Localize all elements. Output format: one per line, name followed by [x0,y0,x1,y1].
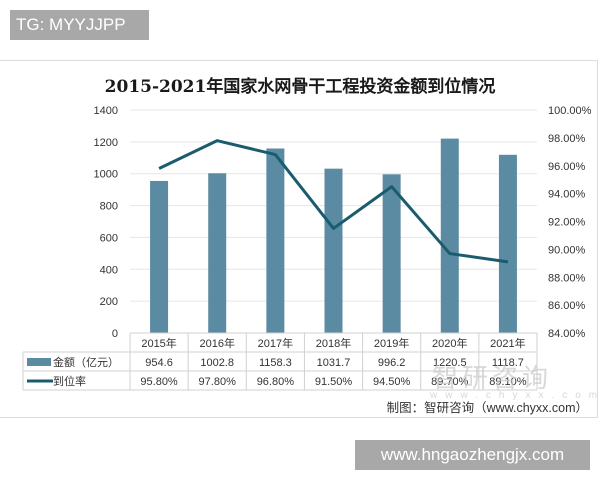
table-cell-rate: 94.50% [373,376,411,388]
y-tick-right: 88.00% [548,272,586,284]
x-tick: 2018年 [316,336,351,350]
table-cell-rate: 96.80% [257,376,295,388]
table-cell-rate: 91.50% [315,376,353,388]
tag-label: TG: MYYJJPP [10,10,149,40]
table-cell-amount: 1031.7 [317,357,351,369]
watermark-bottom: www.hngaozhengjx.com [355,440,590,470]
y-tick-right: 84.00% [548,328,586,340]
y-tick-right: 96.00% [548,161,586,173]
watermark-logo: 智研咨询 [432,363,553,393]
x-tick: 2016年 [199,336,234,350]
bar [382,174,401,333]
table-cell-rate: 89.10% [489,376,527,388]
table-cell-amount: 1002.8 [200,357,234,369]
table-cell-rate: 89.70% [431,376,469,388]
chart-container [0,60,598,418]
y-tick-right: 100.00% [548,105,592,117]
x-tick: 2021年 [490,336,525,350]
table-cell-amount: 996.2 [378,357,406,369]
y-tick-left: 1000 [94,169,118,181]
table-cell-amount: 1118.7 [492,357,524,369]
y-tick-right: 86.00% [548,300,586,312]
table-cell-amount: 954.6 [145,357,173,369]
legend-amount-label: 金额（亿元） [53,355,119,369]
x-tick: 2015年 [141,336,176,350]
y-tick-left: 600 [100,232,118,244]
y-tick-left: 400 [100,264,118,276]
y-tick-left: 800 [100,201,118,213]
table-cell-rate: 97.80% [199,376,237,388]
bar [324,168,343,333]
y-tick-right: 94.00% [548,189,586,201]
table-cell-amount: 1158.3 [259,357,292,369]
y-tick-right: 98.00% [548,133,586,145]
y-tick-right: 90.00% [548,244,586,256]
legend-rate-label: 到位率 [53,374,86,388]
bar [440,138,459,333]
rate-line [158,139,509,264]
legend-bar-key [27,358,51,366]
y-tick-left: 0 [112,328,118,340]
chart-title: 2015-2021年国家水网骨干工程投资金额到位情况 [104,77,496,97]
y-tick-right: 92.00% [548,217,586,229]
y-tick-left: 200 [100,296,118,308]
bar [150,180,169,333]
table-cell-amount: 1220.5 [433,357,467,369]
chart-source: 制图：智研咨询（www.chyxx.com） [386,401,588,415]
bar [266,148,285,333]
bar [498,154,517,333]
watermark-logo-url: www.chyxx.com [430,390,600,401]
table-cell-rate: 95.80% [140,376,178,388]
bar [208,173,227,333]
y-tick-left: 1200 [94,137,118,149]
x-tick: 2017年 [258,336,293,350]
y-tick-left: 1400 [94,105,118,117]
x-tick: 2020年 [432,336,467,350]
x-tick: 2019年 [374,336,409,350]
